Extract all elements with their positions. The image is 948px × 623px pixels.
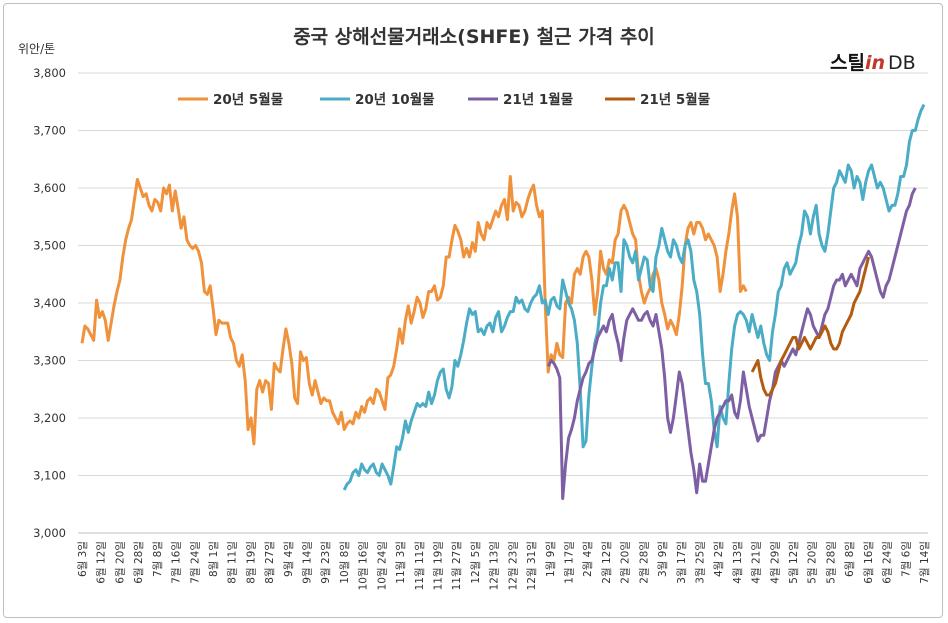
y-tick-label: 3,800: [33, 66, 66, 80]
x-tick-label: 2월 12일: [600, 541, 613, 584]
x-tick-label: 1월 9일: [544, 541, 557, 577]
x-tick-label: 3월 17일: [675, 541, 688, 584]
y-tick-label: 3,300: [33, 354, 66, 368]
x-tick-label: 11월 27일: [450, 541, 463, 590]
x-tick-label: 11월 3일: [394, 541, 407, 584]
x-tick-label: 4월 2일: [712, 541, 725, 577]
x-tick-label: 6월 12일: [95, 541, 108, 584]
x-tick-label: 6월 28일: [132, 541, 145, 584]
y-tick-label: 3,600: [33, 181, 66, 195]
x-tick-label: 1월 17일: [562, 541, 575, 584]
x-tick-label: 7월 24일: [188, 541, 201, 584]
x-tick-label: 12월 23일: [506, 541, 519, 590]
x-tick-label: 10월 8일: [338, 541, 351, 584]
x-tick-label: 6월 20일: [113, 541, 126, 584]
x-tick-label: 6월 24일: [881, 541, 894, 584]
x-tick-label: 9월 23일: [319, 541, 332, 584]
chart-frame: [3, 3, 943, 618]
legend-label-1: 20년 5월물: [213, 91, 283, 108]
y-tick-label: 3,700: [33, 124, 66, 138]
x-tick-label: 5월 12일: [787, 541, 800, 584]
x-tick-label: 8월 11일: [226, 541, 239, 584]
x-tick-label: 5월 20일: [806, 541, 819, 584]
series-lines: [80, 103, 926, 500]
x-tick-label: 10월 16일: [357, 541, 370, 590]
x-tick-label: 4월 21일: [750, 541, 763, 584]
y-tick-label: 3,000: [33, 526, 66, 540]
x-tick-label: 6월 8일: [843, 541, 856, 577]
series-line-3: [546, 187, 917, 500]
x-tick-label: 12월 31일: [525, 541, 538, 590]
x-tick-label: 3월 9일: [656, 541, 669, 577]
x-tick-label: 6월 3일: [76, 541, 89, 577]
series-line-4: [750, 256, 871, 397]
x-tick-label: 11월 11일: [413, 541, 426, 590]
y-axis-ticks: 3,000 3,100 3,200 3,300 3,400 3,500 3,600 3,700…: [33, 66, 66, 540]
x-tick-label: 8월 27일: [263, 541, 276, 584]
x-tick-label: 5월 28일: [824, 541, 837, 584]
x-axis-ticks: 6월 3일 6월 12일 6월 20일 6월 28일 7월 8일 7월 16일 7월 24일…: [76, 541, 931, 590]
x-tick-label: 7월 8일: [151, 541, 164, 577]
x-tick-label: 12월 13일: [488, 541, 501, 590]
x-tick-label: 4월 13일: [731, 541, 744, 584]
series-line-1: [80, 175, 748, 446]
x-tick-label: 7월 16일: [170, 541, 183, 584]
x-tick-label: 10월 24일: [375, 541, 388, 590]
x-tick-label: 9월 14일: [301, 541, 314, 584]
y-tick-label: 3,400: [33, 296, 66, 310]
y-axis-unit-label: 위안/톤: [18, 42, 56, 56]
x-tick-label: 2월 20일: [619, 541, 632, 584]
x-tick-label: 4월 29일: [768, 541, 781, 584]
x-tick-label: 7월 14일: [918, 541, 931, 584]
y-tick-label: 3,500: [33, 239, 66, 253]
x-tick-label: 9월 4일: [282, 541, 295, 577]
x-tick-label: 2월 4일: [581, 541, 594, 577]
x-tick-label: 3월 25일: [693, 541, 706, 584]
x-tick-label: 8월 19일: [244, 541, 257, 584]
y-tick-label: 3,200: [33, 411, 66, 425]
gridlines: [78, 72, 928, 534]
x-tick-label: 12월 5일: [469, 541, 482, 584]
series-line-2: [342, 103, 926, 491]
x-tick-label: 2월 28일: [637, 541, 650, 584]
x-tick-label: 11월 19일: [432, 541, 445, 590]
chart-title: 중국 상해선물거래소(SHFE) 철근 가격 추이: [293, 26, 655, 48]
legend-label-4: 21년 5월물: [640, 91, 710, 108]
steelin-db-logo: 스틸in DB: [830, 52, 916, 74]
x-tick-label: 8월 1일: [207, 541, 220, 577]
y-tick-label: 3,100: [33, 469, 66, 483]
legend-label-2: 20년 10월물: [355, 91, 435, 108]
x-tick-label: 6월 16일: [862, 541, 875, 584]
x-tick-label: 7월 6일: [899, 541, 912, 577]
legend: 20년 5월물 20년 10월물 21년 1월물 21년 5월물: [178, 91, 710, 108]
legend-label-3: 21년 1월물: [503, 91, 573, 108]
